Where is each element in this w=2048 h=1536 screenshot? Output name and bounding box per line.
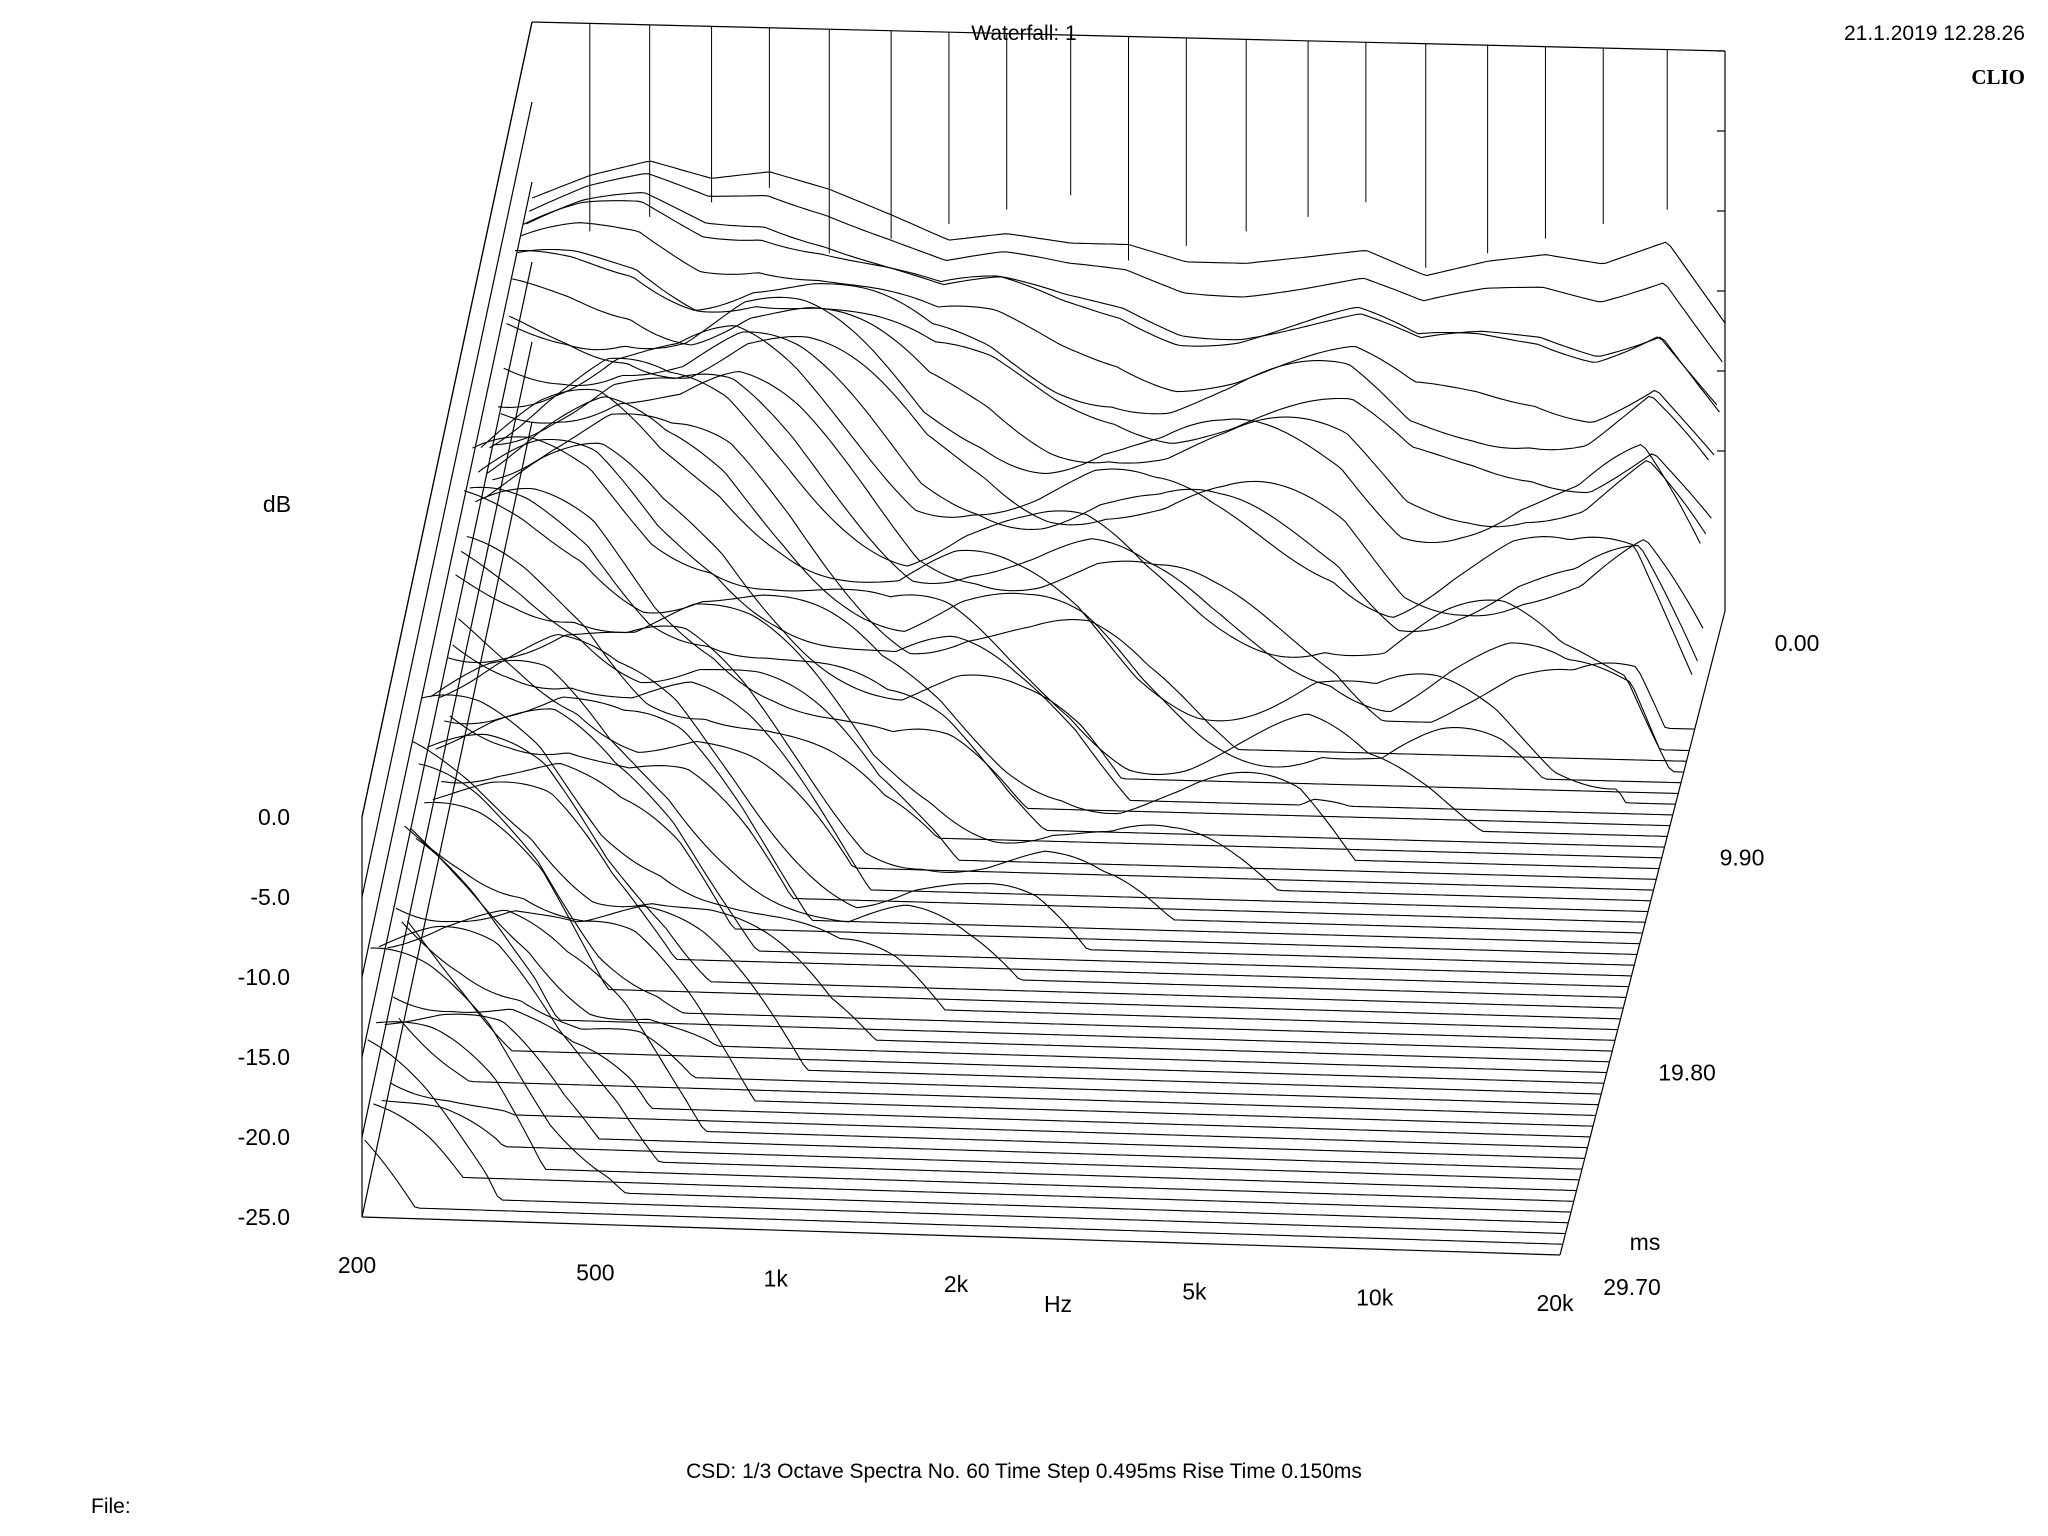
spectrum-curve-46 [401,921,1599,1106]
y-axis-ticks: 0.0 -5.0 -10.0 -15.0 -20.0 -25.0 [238,804,290,1230]
spectrum-curve-28 [452,644,1649,913]
spectrum-curve-34 [435,708,1632,977]
spectrum-curve-52 [384,1013,1583,1170]
y-tick-label-4: -20.0 [238,1124,290,1150]
spectrum-curve-35 [432,781,1629,988]
z-tick-label-2: 19.80 [1658,1059,1716,1085]
spectrum-curve-57 [370,947,1569,1224]
spectrum-curve-39 [421,694,1618,1031]
spectrum-curve-37 [426,733,1624,1009]
file-label: File: [91,1495,131,1518]
spectrum-curve-29 [449,715,1646,923]
spectrum-curve-9 [506,296,1701,544]
spectrum-curve-58 [367,1039,1566,1235]
spectrum-curve-33 [438,633,1635,966]
y-tick-label-0: 0.0 [258,804,290,830]
spectrum-curve-47 [398,1017,1596,1117]
spectrum-curve-44 [406,920,1605,1084]
plot-frame [361,21,1726,1256]
spectrum-curve-49 [392,996,1591,1138]
spectrum-curve-25 [460,550,1657,880]
spectrum-curve-11 [500,371,1695,730]
spectrum-curve-19 [477,438,1673,816]
spectrum-curve-59 [364,1139,1563,1245]
brand-logo: CLIO [1971,65,2025,89]
spectrum-curve-22 [469,486,1665,848]
y-tick-label-1: -5.0 [250,884,290,910]
spectrum-curve-3 [523,200,1718,406]
left-wall-grid-2 [361,181,533,978]
spectrum-curve-13 [495,373,1690,752]
spectrum-curve-48 [395,907,1594,1127]
z-axis-label: ms [1630,1229,1661,1255]
y-axis-label: dB [263,491,291,517]
spectrum-curve-8 [509,315,1704,629]
spectrum-curve-0 [531,160,1726,324]
x-axis-ticks: 200 500 1k 2k 5k 10k 20k [338,1252,1574,1316]
left-wall-grid-4 [361,341,533,1138]
z-tick-label-1: 9.90 [1720,845,1765,871]
spectrum-curve-5 [517,248,1712,519]
spectrum-curve-21 [472,436,1668,837]
z-tick-label-3: 29.70 [1603,1274,1661,1300]
spectrum-curve-18 [480,388,1676,805]
x-tick-label-1: 500 [576,1260,614,1286]
left-wall-grid-1 [361,101,533,898]
spectrum-curve-38 [424,801,1621,1020]
spectrum-curve-31 [444,696,1640,945]
spectrum-curve-20 [475,487,1671,827]
measurement-settings: CSD: 1/3 Octave Spectra No. 60 Time Step… [686,1460,1362,1483]
spectrum-curve-55 [376,1021,1574,1202]
spectrum-curve-30 [446,625,1643,934]
spectrum-curve-16 [486,396,1682,784]
x-tick-label-3: 2k [944,1271,969,1297]
spectrum-curve-41 [415,837,1613,1052]
spectrum-curve-36 [429,659,1627,998]
spectrum-curve-53 [381,1099,1580,1181]
spectrum-curve-51 [387,909,1585,1159]
spectrum-curve-32 [441,763,1638,956]
x-axis-label: Hz [1044,1291,1072,1317]
spectrum-curve-27 [455,574,1651,902]
x-tick-label-6: 20k [1536,1290,1574,1316]
spectrum-curve-17 [483,442,1679,795]
spectrum-curve-7 [512,278,1707,535]
spectrum-curve-54 [378,925,1577,1192]
spectrum-curve-10 [503,331,1698,662]
z-tick-label-0: 0.00 [1775,630,1820,656]
y-tick-label-3: -15.0 [238,1044,290,1070]
left-wall-grid-3 [361,261,533,1058]
left-wall-grid-0 [361,21,533,818]
left-wall-grid-5 [361,421,533,1218]
spectrum-curve-1 [528,173,1723,363]
y-tick-label-2: -10.0 [238,964,290,990]
z-axis-ticks: 0.00 9.90 19.80 29.70 [1603,630,1819,1300]
spectrum-curve-24 [463,490,1660,870]
timestamp: 21.1.2019 12.28.26 [1843,22,2025,45]
spectrum-curve-43 [409,827,1607,1074]
x-tick-label-2: 1k [764,1265,789,1291]
y-tick-label-5: -25.0 [238,1204,290,1230]
spectrum-curve-15 [489,357,1684,773]
spectrum-curve-45 [404,825,1602,1095]
spectra-curves [364,160,1726,1245]
spectrum-curve-12 [497,325,1693,675]
x-tick-label-4: 5k [1182,1279,1207,1305]
spectrum-curve-23 [466,535,1662,859]
spectrum-curve-50 [390,1082,1588,1149]
spectrum-curve-42 [412,741,1610,1063]
spectrum-curve-2 [526,192,1720,413]
spectrum-curve-4 [520,222,1715,456]
spectrum-curve-40 [418,763,1616,1041]
spectrum-curve-56 [373,1103,1572,1213]
x-tick-label-5: 10k [1356,1284,1394,1310]
x-tick-label-0: 200 [338,1252,376,1278]
front-floor-edge [361,1216,1561,1256]
spectrum-curve-14 [492,413,1687,762]
spectrum-curve-26 [457,618,1654,891]
spectrum-curve-6 [514,249,1709,461]
